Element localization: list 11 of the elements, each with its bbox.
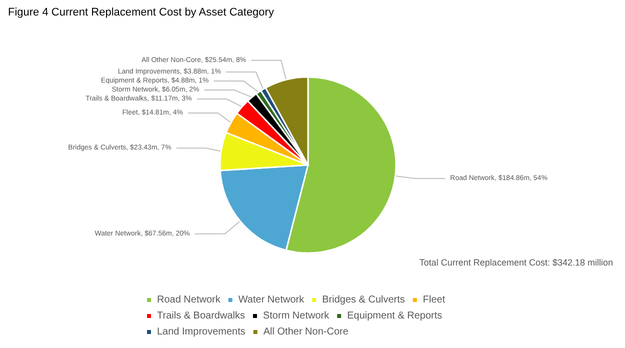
legend-label: Storm Network — [262, 310, 330, 322]
legend-label: Road Network — [157, 294, 222, 306]
chart-title: Figure 4 Current Replacement Cost by Asset Category — [8, 6, 274, 18]
legend-label: Trails & Boardwalks — [157, 310, 245, 322]
legend-label: Water Network — [238, 294, 306, 306]
legend-label: Fleet — [422, 294, 446, 306]
legend-label: Land Improvements — [157, 326, 246, 338]
text: Total Current Replacement Cost: $342.18 million — [419, 258, 614, 268]
legend-label: Bridges & Culverts — [322, 294, 405, 306]
legend-label: Equipment & Reports — [347, 310, 442, 322]
legend-label: All Other Non-Core — [263, 326, 349, 338]
